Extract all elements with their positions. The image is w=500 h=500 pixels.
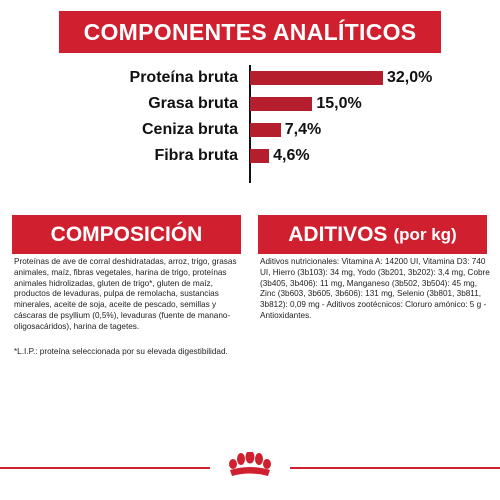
additives-text: Aditivos nutricionales: Vitamina A: 1420… [260, 257, 490, 320]
composition-title: COMPOSICIÓN [50, 222, 203, 246]
bar-label: Proteína bruta [129, 69, 238, 86]
composition-title-banner: COMPOSICIÓN [12, 215, 241, 254]
additives-title: ADITIVOS [288, 222, 388, 246]
bar-label: Grasa bruta [148, 95, 238, 112]
bar [250, 149, 270, 163]
bar-value-label: 4,6% [273, 147, 310, 164]
bar-row: Ceniza bruta 7,4% [0, 120, 500, 140]
chart-axis [249, 65, 251, 183]
bar-label: Ceniza bruta [141, 121, 238, 138]
composition-note: *L.I.P.: proteína seleccionada por su el… [14, 347, 228, 356]
bar [250, 71, 383, 85]
footer-divider-left [0, 467, 210, 469]
bar [250, 123, 281, 137]
analytics-title: COMPONENTES ANALÍTICOS [83, 18, 417, 45]
bar-value-label: 32,0% [387, 69, 433, 86]
bar [250, 97, 313, 111]
additives-title-banner: ADITIVOS (por kg) [258, 215, 487, 254]
additives-title-unit: (por kg) [393, 224, 457, 244]
bar-value-label: 15,0% [316, 95, 362, 112]
footer-divider-right [290, 467, 500, 469]
analytics-title-banner: COMPONENTES ANALÍTICOS [59, 11, 441, 53]
bar-row: Grasa bruta 15,0% [0, 94, 500, 114]
bar-row: Fibra bruta 4,6% [0, 146, 500, 166]
composition-text: Proteínas de ave de corral deshidratadas… [14, 257, 237, 331]
crown-icon [229, 452, 271, 476]
bar-value-label: 7,4% [284, 121, 322, 138]
bar-row: Proteína bruta 32,0% [0, 68, 500, 88]
bar-label: Fibra bruta [154, 147, 238, 164]
